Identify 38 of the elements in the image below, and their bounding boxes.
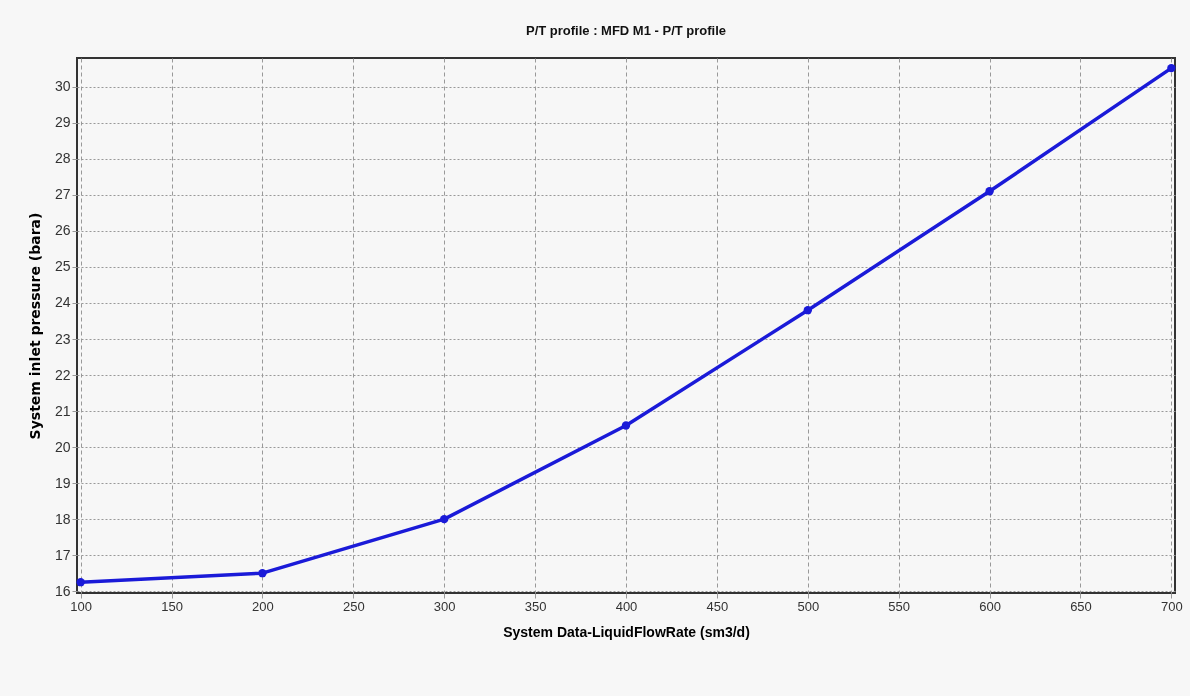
y-tick-label: 28 [54,150,71,167]
point [1167,63,1176,73]
x-tick-label: 700 [1161,598,1183,614]
y-tick-label: 21 [54,402,71,419]
x-tick-label: 250 [342,598,365,614]
y-tick-label: 25 [54,258,71,275]
y-tick-label: 24 [54,294,71,311]
x-tick-label: 450 [706,598,729,614]
y-tick-label: 27 [54,186,71,203]
x-tick-label: 350 [524,598,547,614]
x-tick-label: 150 [161,598,183,614]
y-tick-label: 18 [54,510,71,527]
y-axis-title: System inlet pressure (bara) [26,212,43,440]
x-tick-label: 400 [615,598,638,614]
y-tick-label: 23 [54,330,71,347]
x-axis-title: System Data-LiquidFlowRate (sm3/d) [503,623,750,640]
y-tick-label: 29 [54,114,71,131]
x-tick-label: 100 [70,598,92,614]
y-tick-label: 20 [54,438,71,455]
x-tick-label: 600 [979,598,1001,614]
point [258,569,267,578]
x-tick-label: 650 [1070,598,1092,614]
x-tick-label: 300 [433,598,456,614]
y-tick-label: 22 [54,366,71,383]
y-tick-label: 26 [54,222,71,239]
point [440,514,449,524]
y-tick-label: 19 [54,474,71,491]
x-tick-label: 550 [888,598,911,614]
y-tick-label: 16 [54,582,71,599]
y-tick-label: 30 [54,78,71,95]
x-tick-label: 500 [797,598,820,614]
x-tick-label: 200 [252,598,274,614]
point [76,578,85,587]
y-tick-label: 17 [54,546,71,563]
point [621,421,631,430]
chart-title: P/T profile : MFD M1 - P/T profile [525,23,727,38]
point [985,187,994,196]
point [803,306,812,315]
